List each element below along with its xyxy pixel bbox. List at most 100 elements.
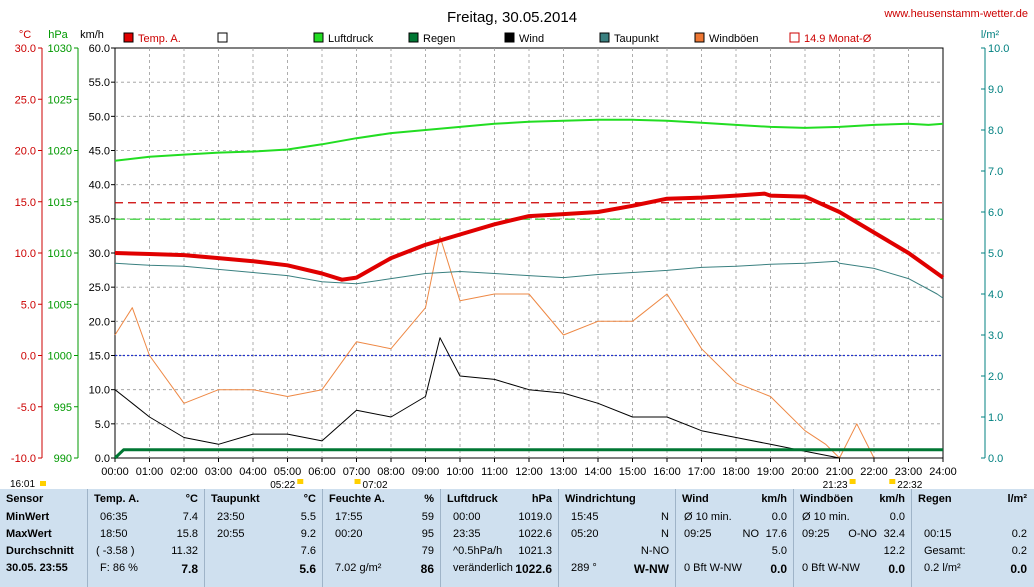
sun-mark-label: 07:02 (363, 480, 388, 489)
summary-cell-value: W-NW (633, 562, 669, 576)
summary-cell-value: N (661, 528, 669, 540)
summary-cell-label: 7.02 g/m² (335, 562, 382, 574)
x-tick-label: 00:00 (101, 466, 129, 478)
summary-row: 12.2 (794, 545, 911, 562)
summary-cell-label: ^0.5hPa/h (453, 545, 503, 557)
summary-cell-value: 12.2 (883, 545, 905, 557)
summary-row: 79 (323, 545, 440, 562)
summary-row: Gesamt: 0.2 (912, 545, 1033, 562)
wind-axis-tick-label: 10.0 (89, 385, 110, 397)
summary-cell-time: Ø 10 min. (802, 511, 850, 523)
summary-row: MinWert (0, 511, 87, 528)
temp-axis-tick-label: 0.0 (21, 351, 36, 363)
summary-panel: Sensor MinWert MaxWert Durchschnitt 30.05. 2… (0, 489, 1034, 587)
summary-row: 00:15 0.2 (912, 528, 1033, 545)
legend-label: Luftdruck (328, 33, 374, 45)
summary-cell-label: 20:55 (217, 528, 245, 540)
summary-row: 289 ° W-NW (559, 562, 675, 579)
series-luftdruck (114, 118, 944, 162)
wind-axis-tick-label: 15.0 (89, 351, 110, 363)
x-tick-label: 09:00 (412, 466, 440, 478)
summary-cell-value: 1019.0 (518, 511, 552, 523)
summary-row: 23:35 1022.6 (441, 528, 558, 545)
summary-row: 5.0 (676, 545, 793, 562)
summary-unit: km/h (761, 493, 787, 505)
summary-header: Temp. A. (94, 493, 140, 505)
summary-cell-value: 7.8 (181, 562, 198, 576)
summary-row: Durchschnitt (0, 545, 87, 562)
chart-axes: 30.0 25.0 20.0 15.0 10.0 5.0 0.0 -5.0 -10.0 1030 1… (11, 43, 1010, 478)
summary-cell-value: 1021.3 (518, 545, 552, 557)
summary-cell-label: 0.2 l/m² (924, 562, 961, 574)
rain-axis-tick-label: 0.0 (988, 453, 1003, 465)
summary-header-row: Luftdruck hPa (441, 493, 558, 510)
x-tick-label: 07:00 (343, 466, 371, 478)
temp-axis-tick-label: -5.0 (17, 402, 36, 414)
temp-axis-tick-label: 15.0 (15, 197, 36, 209)
summary-row: 0 Bft W-NW 0.0 (794, 562, 911, 579)
summary-cell-time: 09:25 (802, 528, 830, 540)
pressure-axis-tick-label: 1000 (48, 351, 72, 363)
summary-row: 00:00 1019.0 (441, 511, 558, 528)
summary-cell-value: N (661, 511, 669, 523)
summary-row: 7.6 (205, 545, 322, 562)
summary-cell-value: 1022.6 (515, 562, 552, 576)
summary-cell-label: 23:35 (453, 528, 481, 540)
x-tick-label: 16:00 (653, 466, 681, 478)
x-tick-label: 05:00 (274, 466, 302, 478)
temp-axis-tick-label: 5.0 (21, 299, 36, 311)
sunset-label: 21:23 (823, 480, 848, 489)
summary-col-gust: Windböen km/h Ø 10 min. 0.0 09:25 O-NO 32.4 12.… (794, 489, 912, 587)
summary-row: Ø 10 min. 0.0 (794, 511, 911, 528)
temp-axis-tick-label: 30.0 (15, 43, 36, 55)
summary-cell-dir: O-NO (848, 528, 877, 540)
summary-unit: km/h (879, 493, 905, 505)
series-temp-a- (114, 191, 945, 282)
summary-cell-time: 0 Bft W-NW (802, 562, 860, 574)
sunrise-symbol (297, 479, 304, 484)
pressure-axis-tick-label: 1005 (48, 299, 72, 311)
summary-cell-value: 7.6 (300, 545, 316, 557)
pressure-axis-tick-label: 1010 (48, 248, 72, 260)
temp-axis-tick-label: 10.0 (15, 248, 36, 260)
summary-cell-time: 09:25 (684, 528, 712, 540)
summary-row: 0 Bft W-NW 0.0 (676, 562, 793, 579)
summary-header: Taupunkt (211, 493, 260, 505)
series-regen (113, 448, 943, 460)
summary-header: Luftdruck (447, 493, 498, 505)
rain-axis-tick-label: 4.0 (988, 289, 1003, 301)
summary-header-row: Regen l/m² (912, 493, 1033, 510)
summary-cell-value: 0.2 (1011, 545, 1027, 557)
summary-cell-value: 7.4 (182, 511, 198, 523)
wind-axis-tick-label: 45.0 (89, 146, 110, 158)
summary-cell-value: 0.0 (888, 562, 905, 576)
legend-swatch (408, 32, 419, 43)
summary-unit: °C (303, 493, 316, 505)
summary-row: ^0.5hPa/h 1021.3 (441, 545, 558, 562)
chart-series (113, 118, 945, 460)
rain-axis-tick-label: 1.0 (988, 412, 1003, 424)
summary-header: Feuchte A. (329, 493, 385, 505)
rain-axis-tick-label: 8.0 (988, 125, 1003, 137)
rain-unit: l/m² (981, 29, 1000, 41)
legend-swatch (313, 32, 324, 43)
x-tick-label: 01:00 (136, 466, 164, 478)
summary-row: 18:50 15.8 (88, 528, 204, 545)
weather-chart: Freitag, 30.05.2014 www.heusenstamm-wett… (10, 8, 1028, 489)
rain-axis-tick-label: 2.0 (988, 371, 1003, 383)
summary-col-press: Luftdruck hPa 00:00 1019.0 23:35 1022.6 ^0.5hP… (441, 489, 559, 587)
site-url[interactable]: www.heusenstamm-wetter.de (883, 8, 1028, 20)
summary-col-dir: Windrichtung 15:45 N 05:20 N N-NO 289 ° W-NW (559, 489, 676, 587)
x-tick-label: 04:00 (239, 466, 267, 478)
x-tick-label: 03:00 (205, 466, 233, 478)
summary-cell-time: Ø 10 min. (684, 511, 732, 523)
legend-swatch (694, 32, 705, 43)
wind-axis-tick-label: 35.0 (89, 214, 110, 226)
summary-row: 17:55 59 (323, 511, 440, 528)
x-tick-label: 23:00 (895, 466, 923, 478)
summary-row: ( -3.58 ) 11.32 (88, 545, 204, 562)
summary-cell-value: 0.0 (771, 511, 787, 523)
summary-cell-value: 5.6 (299, 562, 316, 576)
rain-axis-tick-label: 6.0 (988, 207, 1003, 219)
summary-cell-value: 15.8 (176, 528, 198, 540)
